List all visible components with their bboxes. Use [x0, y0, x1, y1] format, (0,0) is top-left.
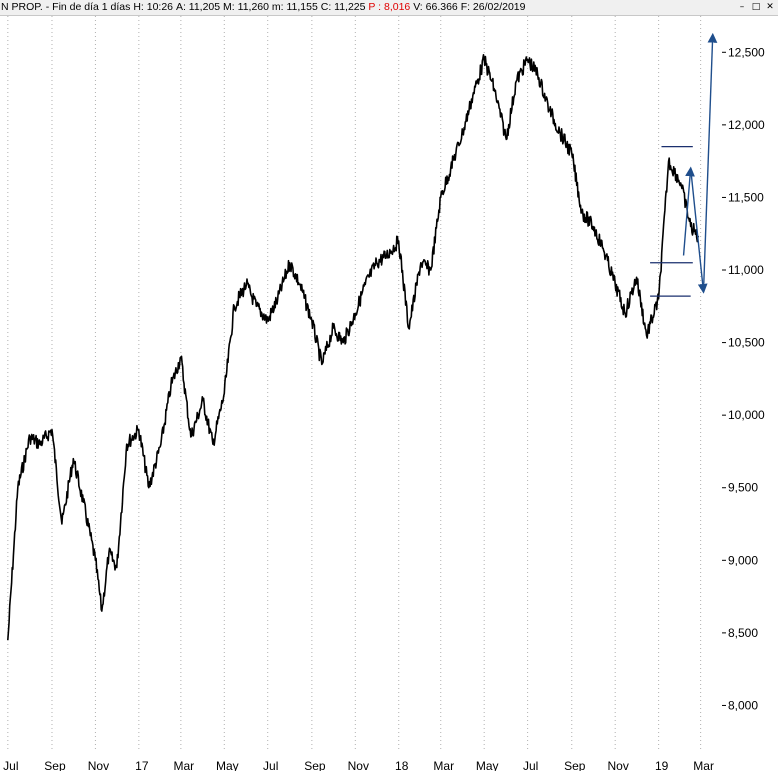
- y-axis: 8,000 8,500 9,000 9,500 10,000 10,500 11,000 11…: [722, 45, 765, 712]
- x-tick-label: Nov: [88, 759, 109, 771]
- restore-icon[interactable]: □: [751, 2, 761, 12]
- header-instrument: N PROP.: [1, 1, 43, 13]
- x-axis: Jul Sep Nov 17 Mar May Jul Sep Nov 18 Mar May Jul Sep…: [3, 759, 714, 771]
- x-tick-label: Sep: [564, 759, 586, 771]
- grid: [7, 16, 702, 749]
- annotations: [650, 32, 718, 297]
- x-tick-label: Sep: [304, 759, 326, 771]
- x-tick-label: Nov: [608, 759, 629, 771]
- x-tick-label: Nov: [348, 759, 369, 771]
- close-icon[interactable]: ✕: [766, 2, 774, 12]
- header-period: - Fin de día 1 días: [45, 1, 131, 13]
- header-date: F: 26/02/2019: [460, 1, 526, 13]
- x-tick-label: Sep: [44, 759, 66, 771]
- projection-arrow: [682, 166, 695, 256]
- header-volume: V: 66.366: [413, 1, 458, 13]
- header-low: m: 11,155: [271, 1, 318, 13]
- x-tick-label: May: [476, 759, 499, 771]
- x-tick-label: 19: [655, 759, 669, 771]
- x-tick-label: Jul: [523, 759, 538, 771]
- y-tick-label: 12,000: [728, 118, 765, 132]
- x-tick-label: Mar: [693, 759, 714, 771]
- y-tick-label: 10,000: [728, 408, 765, 422]
- chart-header: N PROP. - Fin de día 1 días H: 10:26 A: …: [0, 0, 778, 16]
- minimize-icon[interactable]: –: [739, 2, 745, 12]
- projection-arrow: [689, 168, 708, 294]
- y-tick-label: 9,000: [728, 553, 758, 567]
- header-p: P : 8,016: [368, 1, 411, 13]
- header-mid: M: 11,260: [223, 1, 269, 13]
- x-tick-label: Jul: [263, 759, 278, 771]
- x-tick-label: Mar: [433, 759, 454, 771]
- y-tick-label: 10,500: [728, 336, 765, 350]
- header-close: C: 11,225: [320, 1, 366, 13]
- projection-arrow: [702, 32, 718, 292]
- x-tick-label: Jul: [3, 759, 18, 771]
- y-tick-label: 12,500: [728, 45, 765, 59]
- y-tick-label: 8,500: [728, 626, 758, 640]
- header-ask: A: 11,205: [175, 1, 221, 13]
- price-chart: 8,000 8,500 9,000 9,500 10,000 10,500 11,000 11…: [3, 16, 765, 771]
- y-tick-label: 8,000: [728, 698, 758, 712]
- price-line: [7, 54, 700, 641]
- x-tick-label: Mar: [174, 759, 195, 771]
- y-tick-label: 11,500: [728, 190, 764, 204]
- x-tick-label: May: [216, 759, 239, 771]
- y-tick-label: 9,500: [728, 481, 758, 495]
- header-high: H: 10:26: [133, 1, 174, 13]
- y-tick-label: 11,000: [728, 263, 764, 277]
- x-tick-label: 18: [395, 759, 409, 771]
- x-tick-label: 17: [135, 759, 149, 771]
- price-series: [7, 54, 700, 641]
